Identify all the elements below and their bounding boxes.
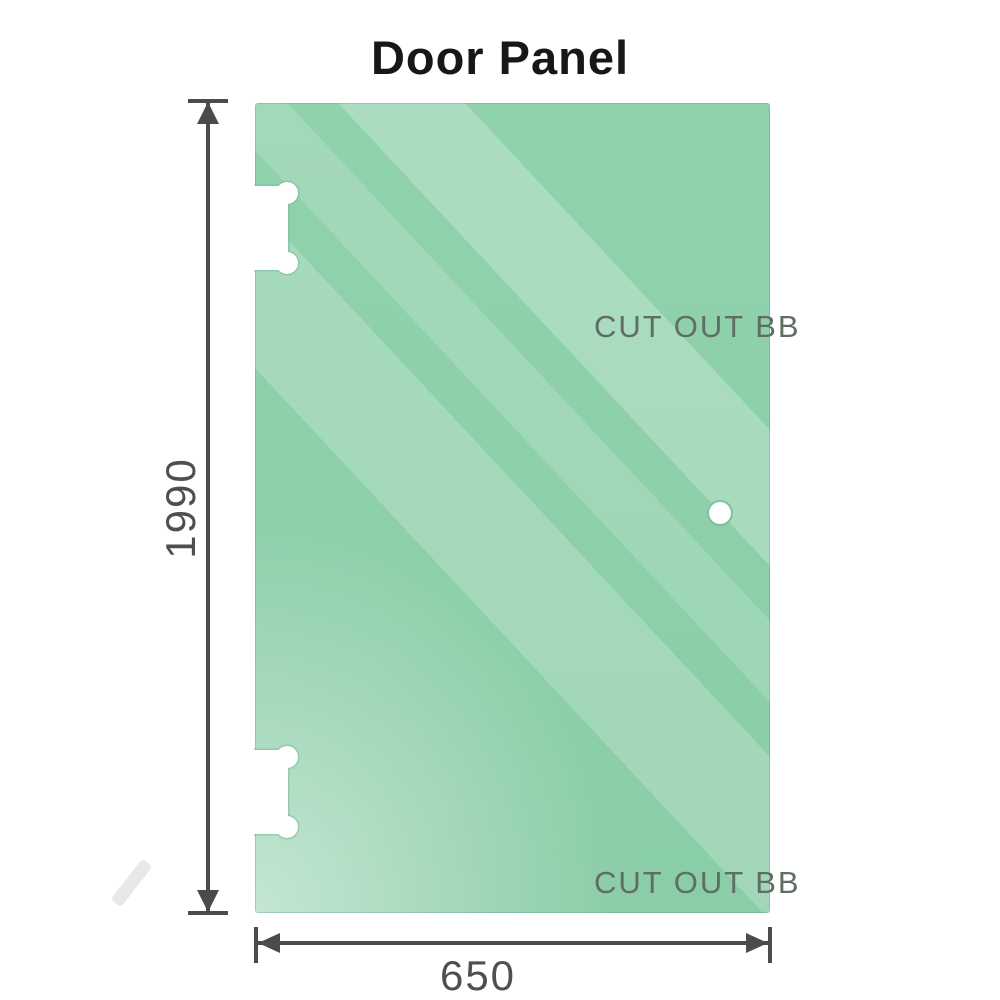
watermark-smudge [110,858,153,908]
hinge-cutout-bottom [254,744,300,840]
page-title: Door Panel [370,31,630,84]
handle-hole [707,500,733,526]
cutout-label-bottom: CUT OUT BB [594,865,801,900]
height-dimension-arrow [188,99,228,915]
width-dimension-label: 650 [439,952,517,999]
cutout-label-top: CUT OUT BB [594,309,801,344]
width-dimension-arrow [254,927,772,963]
height-dimension-label: 1990 [157,457,204,559]
hinge-cutout-top [254,180,300,276]
glass-panel: CUT OUT BB CUT OUT BB [254,103,799,913]
